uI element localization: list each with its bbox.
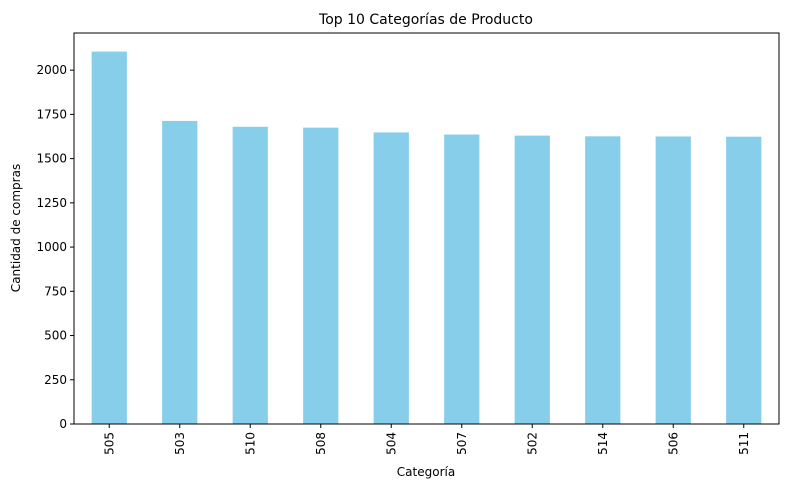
y-tick-label: 1250 — [36, 196, 67, 210]
x-tick-label-514: 514 — [596, 432, 610, 455]
bar-508 — [303, 127, 339, 425]
y-tick-label: 250 — [44, 373, 67, 387]
bar-514 — [585, 136, 621, 425]
x-tick-label-504: 504 — [384, 432, 398, 455]
x-tick-label-510: 510 — [243, 432, 257, 455]
x-tick-label-505: 505 — [102, 432, 116, 455]
chart-title: Top 10 Categorías de Producto — [318, 12, 533, 28]
bar-502 — [514, 135, 550, 424]
x-axis-label: Categoría — [397, 465, 455, 479]
y-tick-label: 750 — [44, 284, 67, 298]
y-tick-label: 1500 — [36, 152, 67, 166]
bar-507 — [444, 134, 480, 425]
y-axis: 0 250 500 750 1000 1250 1500 1750 2000 — [36, 63, 74, 431]
bar-505 — [91, 51, 127, 424]
bar-510 — [232, 126, 268, 425]
bar-504 — [373, 132, 409, 424]
y-tick-label: 0 — [59, 417, 67, 431]
x-tick-label-511: 511 — [737, 432, 751, 455]
y-tick-label: 500 — [44, 329, 67, 343]
y-tick-label: 2000 — [36, 63, 67, 77]
y-tick-label: 1750 — [36, 107, 67, 121]
x-tick-label-507: 507 — [455, 432, 469, 455]
bar-511 — [726, 136, 762, 424]
x-tick-label-503: 503 — [173, 432, 187, 455]
x-tick-label-508: 508 — [314, 432, 328, 455]
y-axis-label: Cantidad de compras — [9, 164, 23, 292]
plot-frame — [73, 32, 780, 425]
bars-group — [91, 51, 762, 425]
x-tick-label-506: 506 — [666, 432, 680, 455]
x-axis: 505 503 510 508 504 507 502 514 506 511 — [102, 424, 751, 455]
y-tick-label: 1000 — [36, 240, 67, 254]
bar-503 — [162, 120, 198, 424]
bar-506 — [655, 136, 691, 424]
x-tick-label-502: 502 — [525, 432, 539, 455]
